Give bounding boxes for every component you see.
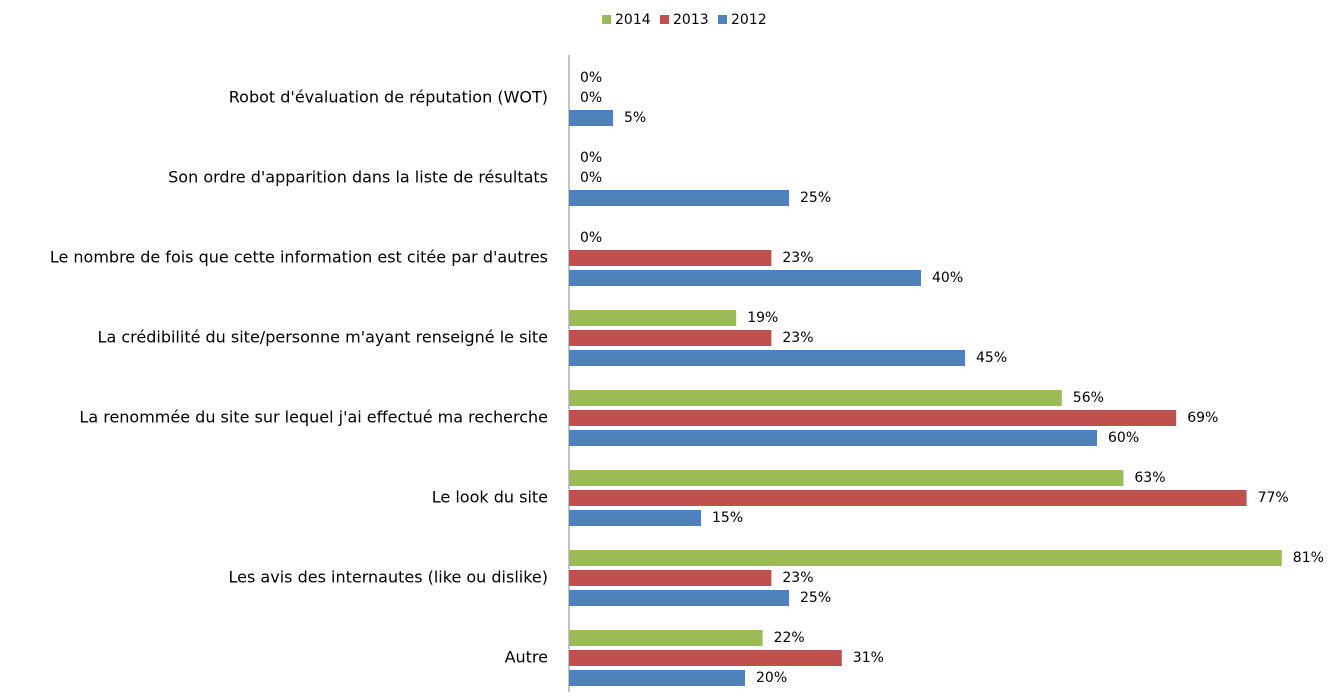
data-label: 19% [747,310,778,326]
bar [569,190,789,206]
data-label: 69% [1187,410,1218,426]
bar [569,570,772,586]
bar [569,310,737,326]
data-label: 15% [712,510,743,526]
bar [569,410,1177,426]
bar [569,430,1097,446]
category-label: La renommée du site sur lequel j'ai effe… [79,408,548,427]
data-label: 25% [800,190,831,206]
bar [569,650,842,666]
legend-label: 2013 [673,12,709,28]
data-label: 25% [800,590,831,606]
category-label: Le nombre de fois que cette information … [50,248,548,267]
bar [569,470,1124,486]
data-label: 0% [580,70,602,86]
legend-swatch [718,15,727,24]
bar [569,510,701,526]
bar [569,250,772,266]
bar [569,330,772,346]
data-label: 77% [1258,490,1289,506]
bar [569,550,1282,566]
data-label: 40% [932,270,963,286]
bar [569,590,789,606]
data-label: 23% [782,330,813,346]
legend-label: 2014 [615,12,651,28]
data-label: 5% [624,110,646,126]
data-label: 0% [580,90,602,106]
data-label: 23% [782,250,813,266]
bar [569,110,613,126]
data-label: 0% [580,170,602,186]
data-label: 60% [1108,430,1139,446]
legend-swatch [602,15,611,24]
category-label: Son ordre d'apparition dans la liste de … [168,168,548,187]
bar [569,350,965,366]
category-label: Autre [505,648,548,667]
data-label: 81% [1293,550,1324,566]
bar [569,490,1247,506]
data-label: 0% [580,230,602,246]
data-label: 23% [782,570,813,586]
data-label: 56% [1073,390,1104,406]
bar [569,270,921,286]
data-label: 22% [774,630,805,646]
data-label: 45% [976,350,1007,366]
legend-label: 2012 [731,12,767,28]
data-label: 31% [853,650,884,666]
category-label: Robot d'évaluation de réputation (WOT) [229,88,548,107]
bar [569,630,763,646]
category-label: La crédibilité du site/personne m'ayant … [98,328,548,347]
data-label: 0% [580,150,602,166]
data-label: 63% [1134,470,1165,486]
bar [569,390,1062,406]
category-label: Le look du site [432,488,548,507]
legend-swatch [660,15,669,24]
bar [569,670,745,686]
data-label: 20% [756,670,787,686]
category-label: Les avis des internautes (like ou dislik… [229,568,548,587]
